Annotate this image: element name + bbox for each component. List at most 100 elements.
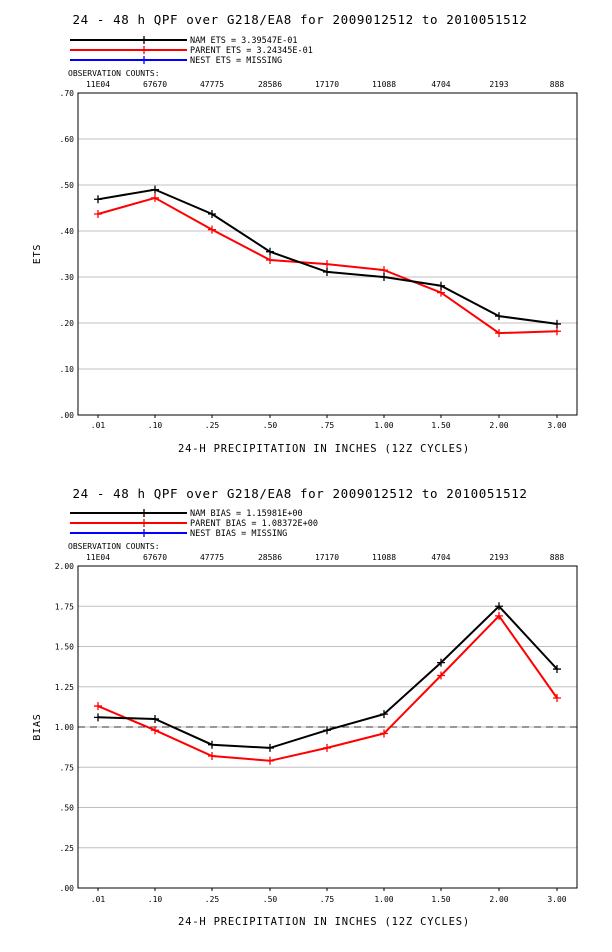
y-tick-label: .25 bbox=[60, 844, 75, 853]
obs-count-label: 4704 bbox=[431, 80, 450, 89]
data-point bbox=[380, 266, 388, 275]
y-tick-label: .20 bbox=[60, 319, 75, 328]
x-tick-label: .01 bbox=[91, 895, 106, 904]
x-tick-label: .50 bbox=[263, 895, 278, 904]
data-point bbox=[495, 329, 503, 338]
data-point bbox=[208, 751, 216, 760]
obs-count-label: 11E04 bbox=[86, 553, 110, 562]
y-tick-label: .00 bbox=[60, 411, 75, 420]
obs-count-label: 888 bbox=[550, 80, 565, 89]
y-axis-label: ETS bbox=[32, 244, 43, 264]
obs-count-label: 11088 bbox=[372, 553, 396, 562]
legend-entry: NAM ETS = 3.39547E-01 bbox=[190, 36, 297, 46]
x-tick-label: 2.00 bbox=[489, 421, 508, 430]
data-point bbox=[94, 713, 102, 722]
x-tick-label: .75 bbox=[320, 421, 335, 430]
obs-counts-label: OBSERVATION COUNTS: bbox=[68, 542, 160, 551]
x-tick-label: 3.00 bbox=[547, 421, 566, 430]
data-point bbox=[437, 658, 445, 667]
data-point bbox=[437, 671, 445, 680]
legend-entry: PARENT ETS = 3.24345E-01 bbox=[190, 46, 313, 56]
obs-count-label: 47775 bbox=[200, 553, 224, 562]
chart-panel-1: 24 - 48 h QPF over G218/EA8 for 20090125… bbox=[32, 12, 578, 455]
x-tick-label: .75 bbox=[320, 895, 335, 904]
obs-count-label: 47775 bbox=[200, 80, 224, 89]
obs-count-label: 17170 bbox=[315, 553, 339, 562]
x-tick-label: 3.00 bbox=[547, 895, 566, 904]
x-tick-label: 1.50 bbox=[431, 895, 450, 904]
y-tick-label: 1.50 bbox=[55, 643, 74, 652]
legend-entry: NEST ETS = MISSING bbox=[190, 56, 282, 66]
data-point bbox=[495, 602, 503, 611]
x-tick-label: 1.50 bbox=[431, 421, 450, 430]
obs-count-label: 11088 bbox=[372, 80, 396, 89]
data-point bbox=[437, 281, 445, 290]
data-point bbox=[323, 267, 331, 276]
legend-entry: PARENT BIAS = 1.08372E+00 bbox=[190, 519, 318, 529]
data-point bbox=[151, 193, 159, 202]
data-point bbox=[553, 327, 561, 336]
data-point bbox=[323, 743, 331, 752]
obs-count-label: 2193 bbox=[489, 80, 508, 89]
data-point bbox=[553, 694, 561, 703]
x-axis-label: 24-H PRECIPITATION IN INCHES (12Z CYCLES… bbox=[178, 916, 470, 928]
data-point bbox=[208, 209, 216, 218]
data-point bbox=[380, 729, 388, 738]
y-axis-label: BIAS bbox=[32, 713, 43, 740]
data-point bbox=[266, 756, 274, 765]
obs-count-label: 11E04 bbox=[86, 80, 110, 89]
y-tick-label: 1.00 bbox=[55, 723, 74, 732]
x-tick-label: .25 bbox=[205, 895, 220, 904]
chart-title: 24 - 48 h QPF over G218/EA8 for 20090125… bbox=[72, 486, 527, 501]
x-tick-label: 1.00 bbox=[374, 895, 393, 904]
obs-count-label: 888 bbox=[550, 553, 565, 562]
obs-count-label: 2193 bbox=[489, 553, 508, 562]
x-tick-label: .50 bbox=[263, 421, 278, 430]
data-point bbox=[151, 185, 159, 194]
x-tick-label: .10 bbox=[148, 421, 163, 430]
data-point bbox=[94, 702, 102, 711]
y-tick-label: .60 bbox=[60, 135, 75, 144]
obs-count-label: 67670 bbox=[143, 80, 167, 89]
y-tick-label: .50 bbox=[60, 181, 75, 190]
y-tick-label: 1.75 bbox=[55, 602, 74, 611]
x-tick-label: .10 bbox=[148, 895, 163, 904]
y-tick-label: .00 bbox=[60, 884, 75, 893]
obs-count-label: 67670 bbox=[143, 553, 167, 562]
data-point bbox=[266, 255, 274, 264]
y-tick-label: .70 bbox=[60, 89, 75, 98]
y-tick-label: .50 bbox=[60, 804, 75, 813]
series-line bbox=[97, 188, 558, 325]
x-axis-label: 24-H PRECIPITATION IN INCHES (12Z CYCLES… bbox=[178, 443, 470, 455]
y-tick-label: .30 bbox=[60, 273, 75, 282]
obs-count-label: 28586 bbox=[258, 80, 282, 89]
y-tick-label: .75 bbox=[60, 763, 75, 772]
data-point bbox=[266, 247, 274, 256]
data-point bbox=[323, 260, 331, 269]
data-point bbox=[437, 288, 445, 297]
x-tick-label: 1.00 bbox=[374, 421, 393, 430]
y-tick-label: 1.25 bbox=[55, 683, 74, 692]
chart-title: 24 - 48 h QPF over G218/EA8 for 20090125… bbox=[72, 12, 527, 27]
data-point bbox=[380, 273, 388, 281]
data-point bbox=[151, 726, 159, 735]
data-point bbox=[94, 209, 102, 218]
chart-panel-2: 24 - 48 h QPF over G218/EA8 for 20090125… bbox=[32, 486, 578, 928]
obs-count-label: 4704 bbox=[431, 553, 450, 562]
data-point bbox=[94, 195, 102, 204]
legend-entry: NAM BIAS = 1.15981E+00 bbox=[190, 509, 303, 519]
data-point bbox=[553, 319, 561, 328]
data-point bbox=[380, 710, 388, 719]
data-point bbox=[208, 225, 216, 234]
obs-count-label: 28586 bbox=[258, 553, 282, 562]
plot-frame bbox=[77, 92, 578, 416]
legend-entry: NEST BIAS = MISSING bbox=[190, 529, 287, 539]
data-point bbox=[553, 665, 561, 674]
data-point bbox=[323, 726, 331, 735]
data-point bbox=[495, 611, 503, 620]
data-point bbox=[208, 740, 216, 749]
data-point bbox=[266, 743, 274, 752]
y-tick-label: .40 bbox=[60, 227, 75, 236]
